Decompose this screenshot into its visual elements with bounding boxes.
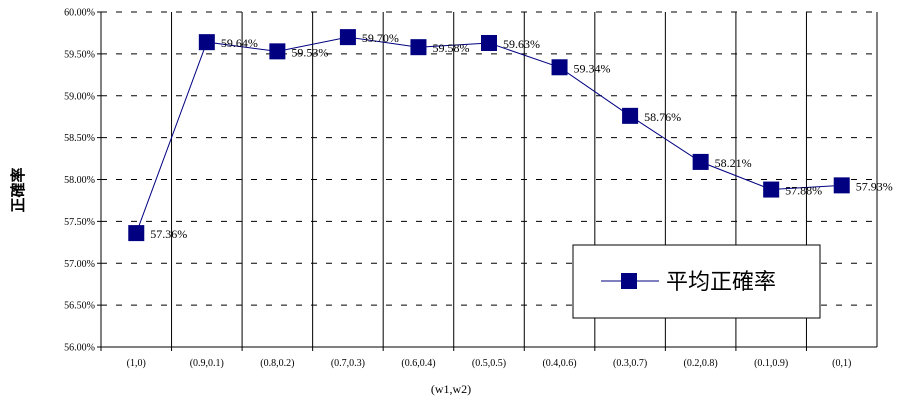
y-tick-label: 59.50% bbox=[64, 49, 95, 60]
data-point bbox=[128, 225, 145, 242]
y-tick-label: 58.00% bbox=[64, 175, 95, 186]
y-tick-label: 58.50% bbox=[64, 133, 95, 144]
data-point bbox=[481, 34, 497, 51]
x-tick-label: (1,0) bbox=[127, 358, 146, 369]
x-axis-ticks: (1,0) (0.9,0.1) (0.8,0.2) (0.7,0.3) (0.6,0.4… bbox=[100, 347, 851, 369]
data-point bbox=[410, 39, 427, 56]
data-label: 58.21% bbox=[715, 156, 752, 170]
legend-label: 平均正確率 bbox=[666, 270, 776, 295]
y-tick-label: 60.00% bbox=[64, 8, 95, 19]
data-point bbox=[551, 59, 568, 76]
data-labels: 57.36% 59.64% 59.53% 59.70% 59.58% 59.63% 59.3… bbox=[150, 31, 892, 241]
data-label: 57.36% bbox=[150, 227, 187, 241]
data-point bbox=[692, 153, 709, 170]
x-axis-title: (w1,w2) bbox=[431, 382, 471, 396]
x-tick-label: (0.3,0.7) bbox=[613, 358, 647, 369]
data-point bbox=[269, 43, 286, 60]
x-tick-label: (0.5,0.5) bbox=[472, 358, 506, 369]
data-point bbox=[198, 34, 215, 51]
legend: 平均正確率 bbox=[572, 244, 821, 319]
data-point bbox=[339, 29, 356, 46]
data-label: 58.76% bbox=[644, 110, 681, 124]
y-tick-label: 57.00% bbox=[64, 259, 95, 270]
x-tick-label: (0,1) bbox=[832, 358, 851, 369]
data-label: 59.34% bbox=[574, 61, 611, 75]
x-tick-label: (0.1,0.9) bbox=[754, 358, 788, 369]
data-label: 59.64% bbox=[221, 36, 258, 50]
x-tick-label: (0.8,0.2) bbox=[260, 358, 294, 369]
y-tick-label: 57.50% bbox=[64, 217, 95, 228]
y-axis-title: 正確率 bbox=[9, 167, 27, 212]
y-tick-label: 56.00% bbox=[64, 343, 95, 354]
x-tick-label: (0.2,0.8) bbox=[684, 358, 718, 369]
data-label: 59.63% bbox=[503, 37, 540, 51]
legend-marker bbox=[621, 273, 637, 289]
data-label: 59.70% bbox=[362, 31, 399, 45]
x-tick-label: (0.7,0.3) bbox=[331, 358, 365, 369]
data-point bbox=[622, 107, 639, 124]
x-tick-label: (0.9,0.1) bbox=[190, 358, 224, 369]
y-tick-label: 56.50% bbox=[64, 301, 95, 312]
x-tick-label: (0.6,0.4) bbox=[401, 358, 435, 369]
y-axis-ticks: 56.00% 56.50% 57.00% 57.50% 58.00% 58.50% 59.0… bbox=[64, 8, 101, 354]
data-label: 57.93% bbox=[856, 179, 893, 193]
data-label: 59.53% bbox=[291, 45, 328, 59]
data-point bbox=[763, 181, 780, 198]
data-label: 59.58% bbox=[432, 41, 469, 55]
data-label: 57.88% bbox=[785, 184, 822, 198]
y-tick-label: 59.00% bbox=[64, 91, 95, 102]
data-point bbox=[833, 177, 850, 194]
x-tick-label: (0.4,0.6) bbox=[542, 358, 576, 369]
series-average-accuracy bbox=[128, 29, 850, 242]
